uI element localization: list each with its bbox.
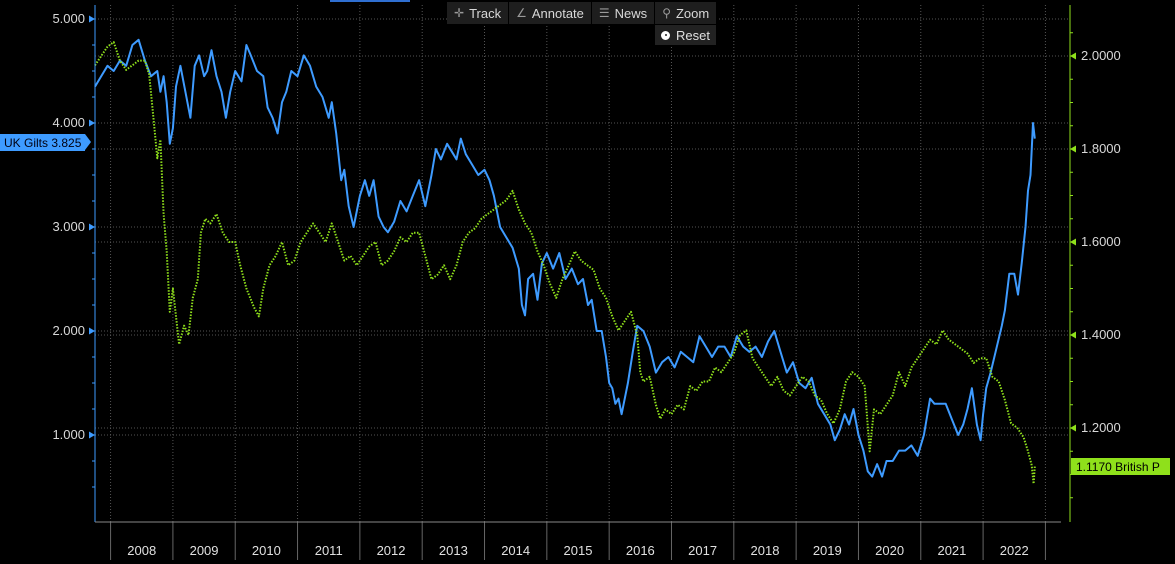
right-tick-arrow xyxy=(1070,145,1076,153)
left-tick-label: 1.000 xyxy=(52,427,85,442)
right-tick-label: 1.2000 xyxy=(1081,420,1121,435)
gridlines xyxy=(95,5,1070,522)
year-label: 2020 xyxy=(875,543,904,558)
year-label: 2019 xyxy=(813,543,842,558)
crosshair-icon: ✛ xyxy=(454,6,465,20)
year-label: 2015 xyxy=(564,543,593,558)
left-tick-arrow xyxy=(89,15,95,23)
gbp-last-value-label: 1.1170 British P xyxy=(1076,459,1160,474)
reset-button[interactable]: Reset xyxy=(655,25,716,45)
reset-label: Reset xyxy=(676,27,710,43)
news-label: News xyxy=(614,5,648,21)
gilts-last-value-label: UK Gilts 3.825 xyxy=(4,135,82,150)
year-label: 2009 xyxy=(190,543,219,558)
year-label: 2016 xyxy=(626,543,655,558)
gilts-series-line xyxy=(94,38,1036,478)
left-tick-arrow xyxy=(89,119,95,127)
year-label: 2022 xyxy=(1000,543,1029,558)
right-tick-label: 1.4000 xyxy=(1081,327,1121,342)
right-tick-arrow xyxy=(1070,424,1076,432)
year-label: 2008 xyxy=(127,543,156,558)
left-tick-label: 5.000 xyxy=(52,11,85,26)
annotate-label: Annotate xyxy=(531,5,584,21)
track-button[interactable]: ✛ Track xyxy=(447,2,510,24)
year-label: 2021 xyxy=(937,543,966,558)
annotate-button[interactable]: ∠ Annotate xyxy=(509,2,592,24)
left-tick-arrow xyxy=(89,223,95,231)
right-tick-label: 1.6000 xyxy=(1081,234,1121,249)
year-label: 2012 xyxy=(377,543,406,558)
right-tick-label: 2.0000 xyxy=(1081,48,1121,63)
pencil-icon: ∠ xyxy=(516,6,527,20)
news-icon: ☰ xyxy=(598,6,610,20)
year-label: 2010 xyxy=(252,543,281,558)
year-label: 2018 xyxy=(751,543,780,558)
year-label: 2011 xyxy=(315,543,343,558)
left-tick-label: 2.000 xyxy=(52,323,85,338)
left-tick-label: 4.000 xyxy=(52,115,85,130)
news-button[interactable]: ☰ News xyxy=(591,2,656,24)
left-tick-arrow xyxy=(89,327,95,335)
left-tick-arrow xyxy=(89,431,95,439)
series-lines xyxy=(94,38,1036,485)
top-accent-bar xyxy=(330,0,410,2)
right-tick-arrow xyxy=(1070,238,1076,246)
year-label: 2017 xyxy=(688,543,717,558)
chart-toolbar: ✛ Track ∠ Annotate ☰ News ⚲ Zoom xyxy=(447,2,718,24)
magnifier-icon: ⚲ xyxy=(662,6,671,20)
year-label: 2013 xyxy=(439,543,468,558)
right-tick-arrow xyxy=(1070,52,1076,60)
gbp-series-line xyxy=(94,41,1036,485)
right-tick-label: 1.8000 xyxy=(1081,141,1121,156)
zoom-button[interactable]: ⚲ Zoom xyxy=(655,2,718,24)
radio-icon xyxy=(661,30,670,40)
track-label: Track xyxy=(469,5,502,21)
axes: 1.000 2.000 3.000 4.000 5.000 1.2000 1.4000 1.6… xyxy=(52,5,1121,560)
left-tick-label: 3.000 xyxy=(52,219,85,234)
gbp-last-value-tag: 1.1170 British P xyxy=(1071,458,1170,475)
zoom-label: Zoom xyxy=(675,5,710,21)
right-tick-arrow xyxy=(1070,331,1076,339)
gilts-last-value-tag: UK Gilts 3.825 xyxy=(0,134,92,151)
year-label: 2014 xyxy=(501,543,530,558)
